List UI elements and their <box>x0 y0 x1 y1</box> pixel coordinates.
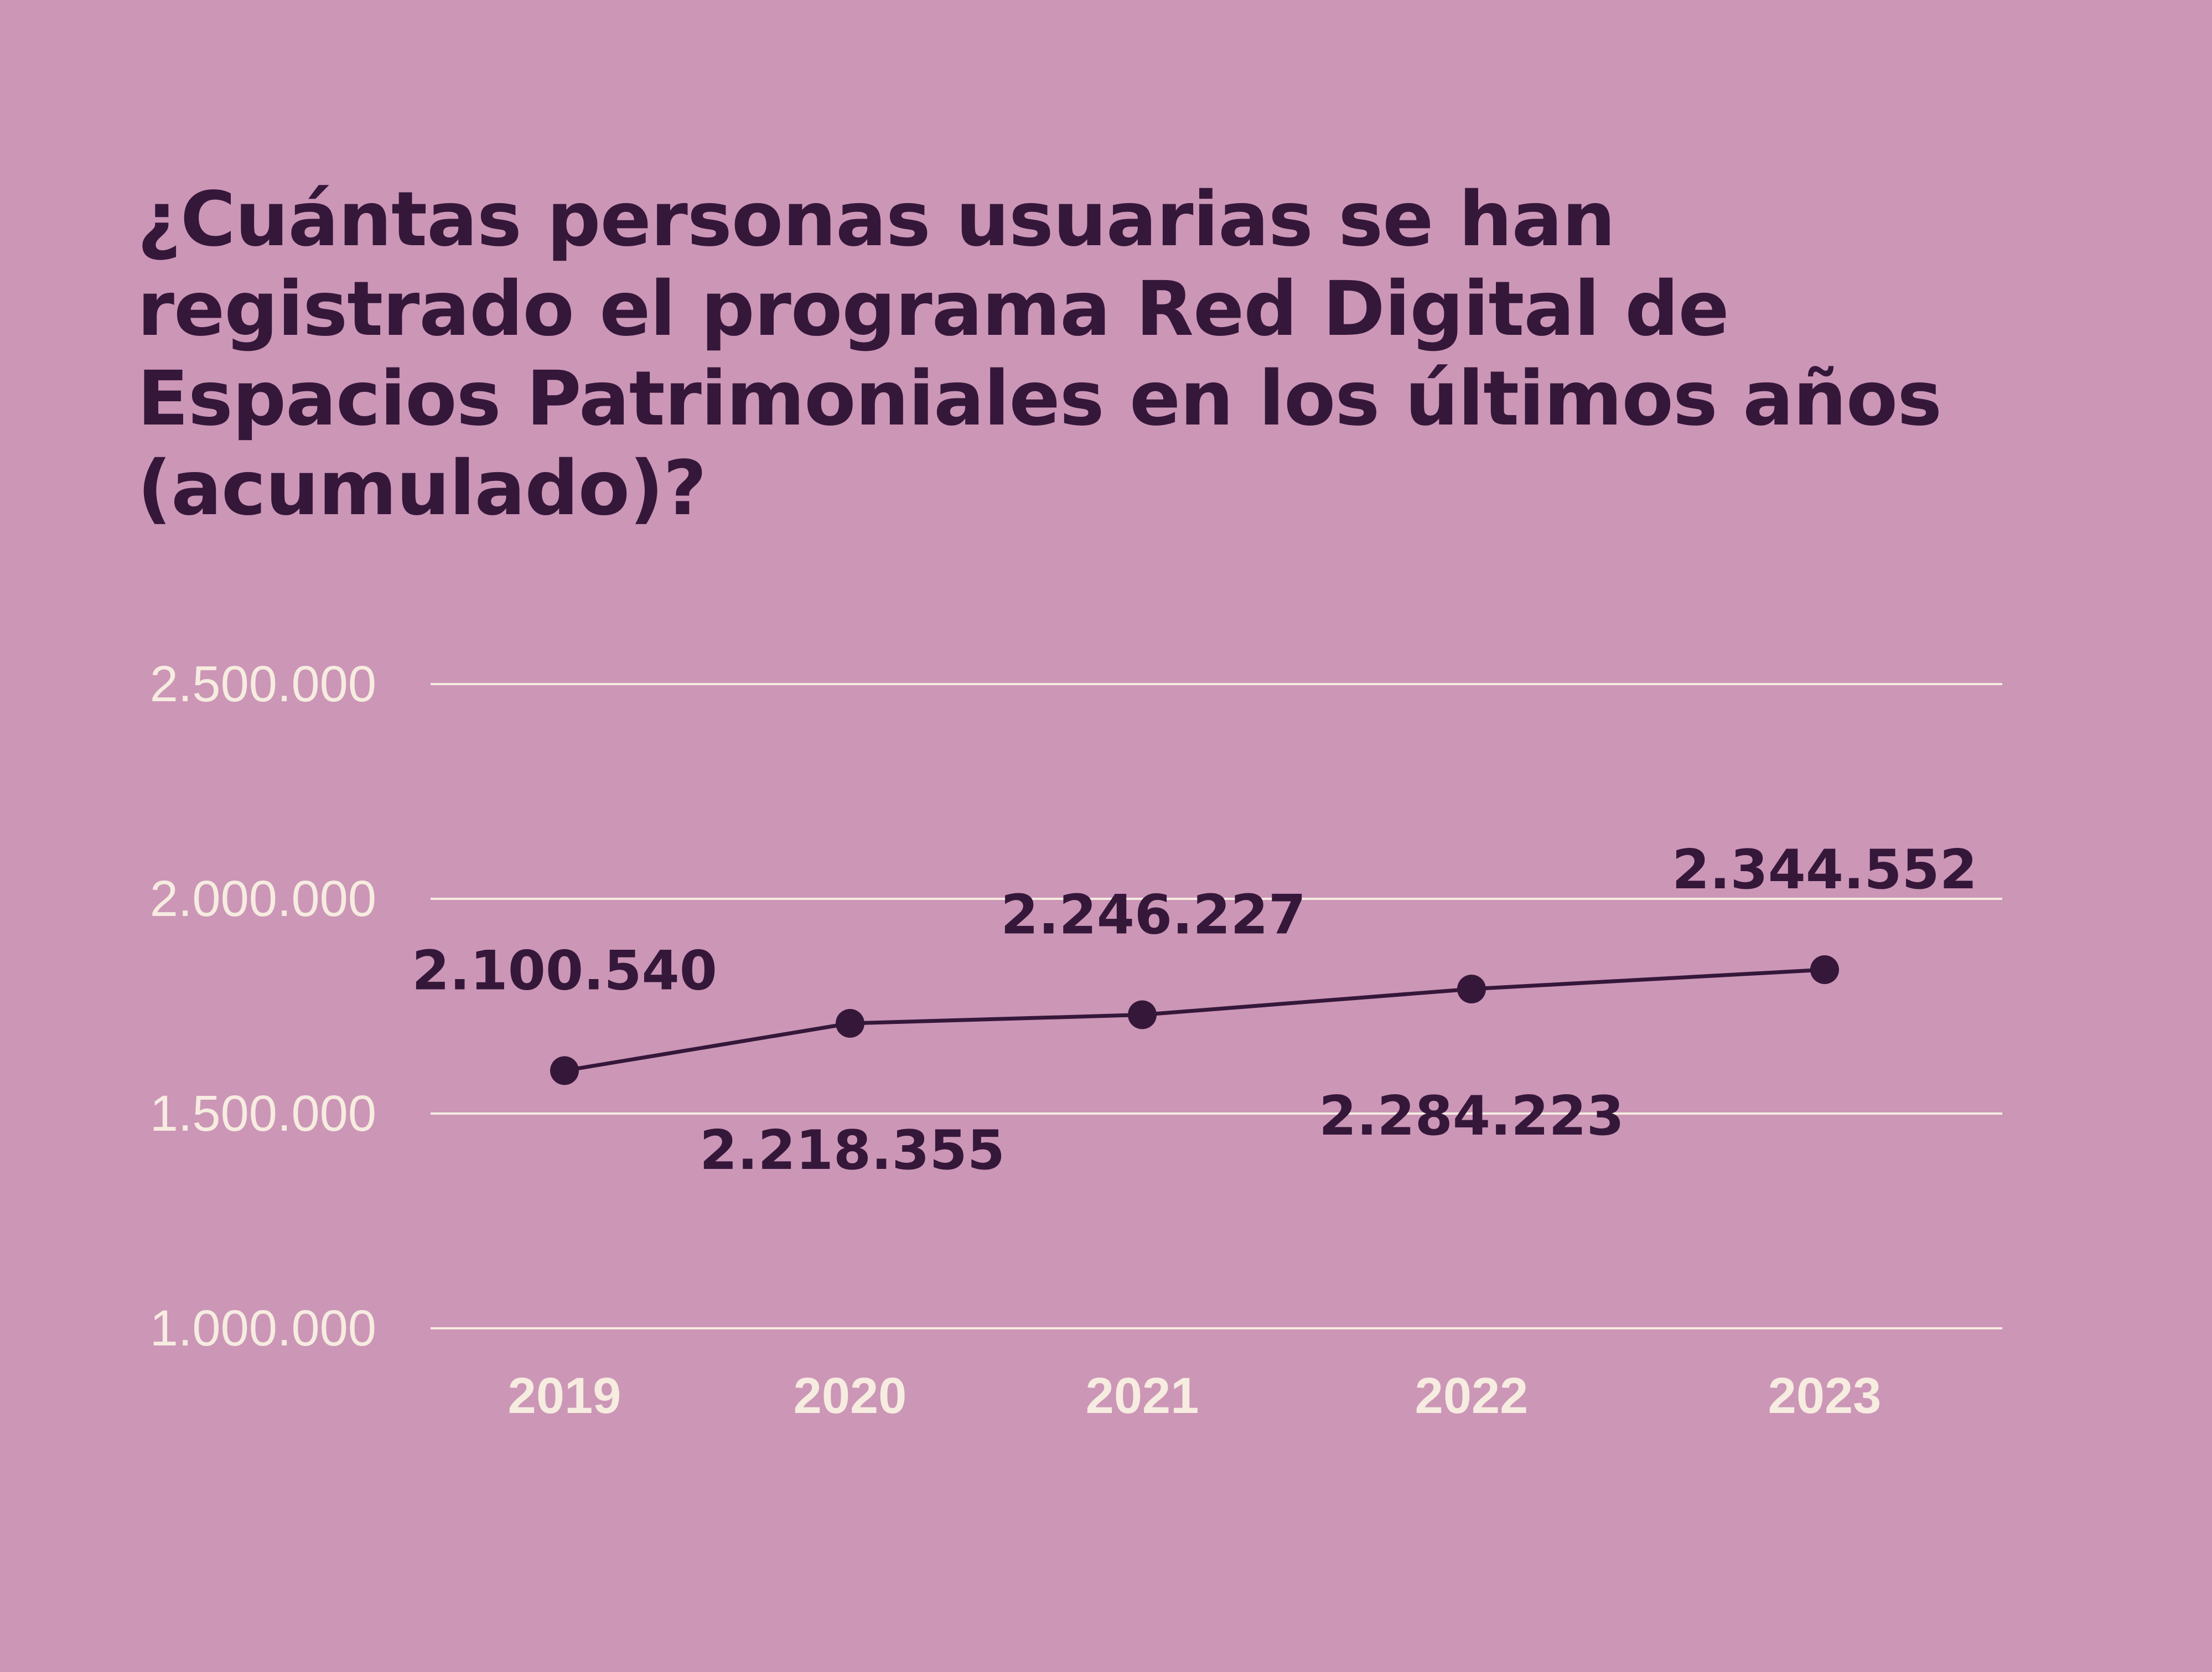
y-tick-label: 1.000.000 <box>150 1300 376 1357</box>
x-tick-label: 2022 <box>1415 1368 1529 1424</box>
y-tick-label: 1.500.000 <box>150 1085 376 1142</box>
data-label: 2.246.227 <box>1001 884 1306 947</box>
data-point <box>1810 955 1839 985</box>
data-point <box>550 1056 579 1085</box>
series-line <box>562 967 1827 1073</box>
data-label: 2.100.540 <box>412 939 717 1002</box>
data-point <box>836 1009 864 1038</box>
y-tick-label: 2.500.000 <box>150 656 376 712</box>
data-labels: 2.100.540 2.218.355 2.246.227 2.284.223 2.34… <box>412 838 1977 1182</box>
y-tick-label: 2.000.000 <box>150 871 376 927</box>
chart-title: ¿Cuántas personas usuarias se han regist… <box>137 176 1942 532</box>
data-point <box>1457 974 1486 1003</box>
x-axis-tick-labels: 2019 2020 2021 2022 2023 <box>508 1368 1882 1424</box>
x-tick-label: 2021 <box>1086 1368 1199 1424</box>
data-label: 2.344.552 <box>1672 838 1977 902</box>
y-axis-tick-labels: 2.500.000 2.000.000 1.500.000 1.000.000 <box>150 656 376 1357</box>
gridlines <box>431 683 2002 1329</box>
series-line-group <box>562 967 1827 1073</box>
data-point <box>1128 1000 1157 1029</box>
data-points <box>550 955 1839 1085</box>
data-label: 2.218.355 <box>700 1119 1005 1182</box>
x-tick-label: 2019 <box>508 1368 621 1424</box>
data-label: 2.284.223 <box>1319 1085 1624 1148</box>
x-tick-label: 2023 <box>1768 1368 1882 1424</box>
x-tick-label: 2020 <box>794 1368 907 1424</box>
